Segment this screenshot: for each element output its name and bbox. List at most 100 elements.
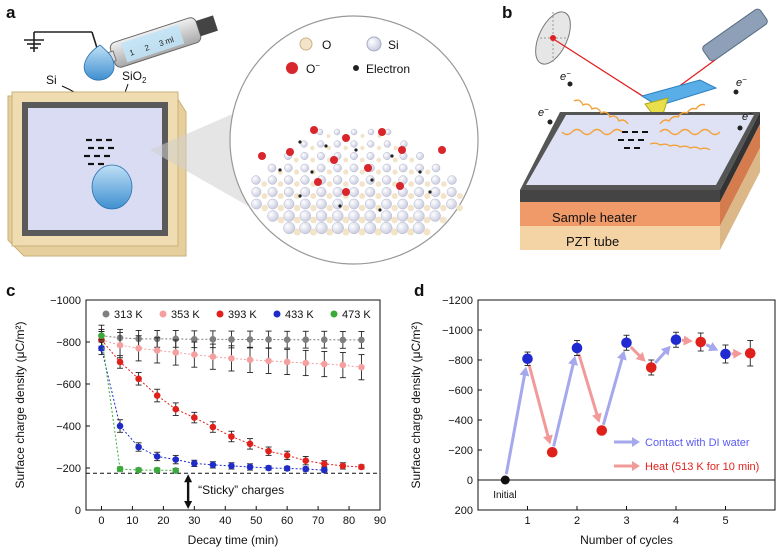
electron-label-3: e− bbox=[736, 75, 747, 89]
charge-marks-b bbox=[618, 131, 648, 149]
lattice-si-ball bbox=[349, 163, 359, 173]
chart-c-point bbox=[172, 335, 180, 343]
lattice-o-minus-ball bbox=[342, 188, 350, 196]
lattice-o-ball bbox=[358, 228, 366, 236]
chart-c-point bbox=[283, 336, 291, 343]
lattice-si-ball bbox=[283, 198, 295, 210]
lattice-o-ball bbox=[376, 157, 382, 163]
lattice-si-ball bbox=[364, 221, 377, 235]
lattice-o-ball bbox=[359, 157, 365, 163]
lattice-si-ball bbox=[350, 128, 358, 136]
lattice-o-ball bbox=[359, 181, 365, 187]
chart-d-point bbox=[571, 342, 583, 354]
chart-c-point bbox=[135, 466, 142, 474]
lattice-si-ball bbox=[431, 163, 441, 173]
chart-c-xtick-label: 20 bbox=[157, 515, 169, 527]
chart-d-arrowhead bbox=[733, 348, 743, 359]
chart-c-xtick-label: 10 bbox=[126, 515, 138, 527]
legend-electron-dot bbox=[353, 65, 359, 71]
lattice-si-ball bbox=[332, 210, 344, 222]
chart-d-arrow bbox=[552, 361, 576, 447]
lattice-si-ball bbox=[366, 152, 375, 160]
lattice-o-ball bbox=[309, 228, 318, 236]
chart-d-ytick-label: −400 bbox=[448, 415, 473, 427]
panel-a: a 1 2 3 ml Si SiO2 bbox=[6, 3, 479, 265]
lattice-o-ball bbox=[374, 216, 382, 224]
lattice-o-ball bbox=[423, 228, 431, 236]
legend-o-ball bbox=[299, 37, 313, 51]
chart-c-point bbox=[191, 351, 198, 358]
chart-d-point bbox=[546, 446, 558, 458]
chart-d-arrowhead bbox=[592, 412, 602, 423]
lattice-o-ball bbox=[343, 169, 349, 175]
lattice-o-minus-ball bbox=[330, 156, 338, 164]
chart-d-arrowhead bbox=[708, 342, 719, 352]
lattice-o-ball bbox=[391, 204, 398, 212]
syringe-mark-2: 2 bbox=[144, 43, 152, 53]
chart-c-legend-label: 433 K bbox=[285, 309, 314, 321]
lattice-si-ball bbox=[283, 210, 295, 222]
lattice-o-minus-ball bbox=[398, 146, 406, 154]
lattice-o-ball bbox=[440, 193, 447, 199]
lattice-o-ball bbox=[376, 145, 382, 151]
lattice-si-ball bbox=[299, 221, 312, 235]
lattice-electron-dot bbox=[338, 204, 342, 208]
chart-c-point bbox=[116, 358, 124, 366]
lattice-si-ball bbox=[350, 140, 358, 148]
lattice-si-ball bbox=[364, 210, 376, 222]
chart-c-xtick-label: 70 bbox=[312, 515, 324, 527]
lattice-si-ball bbox=[348, 210, 360, 222]
electron-label-4: e− bbox=[742, 109, 753, 123]
lattice-o-ball bbox=[326, 145, 332, 151]
charge-marks bbox=[84, 138, 114, 166]
chart-d-arrow bbox=[601, 355, 625, 426]
chart-c-point bbox=[135, 443, 142, 451]
lattice-o-ball bbox=[342, 228, 350, 236]
chart-d-point bbox=[645, 362, 657, 373]
lattice-o-ball bbox=[392, 169, 398, 175]
lattice-electron-dot bbox=[310, 170, 314, 174]
lattice-o-minus-ball bbox=[258, 152, 266, 160]
chart-c-point bbox=[116, 465, 124, 473]
lattice-si-ball bbox=[331, 221, 344, 235]
chart-c-point bbox=[172, 467, 180, 474]
lattice-o-ball bbox=[326, 204, 333, 212]
chart-c-xtick-label: 60 bbox=[281, 515, 293, 527]
syringe-icon: 1 2 3 ml bbox=[99, 15, 218, 68]
chart-d-xlabel: Number of cycles bbox=[580, 533, 673, 547]
lattice-si-ball bbox=[284, 163, 293, 173]
lattice-o-ball bbox=[456, 204, 463, 212]
lattice-o-ball bbox=[439, 216, 447, 224]
chart-c-point bbox=[98, 345, 105, 352]
chart-d-ytick-label: −1000 bbox=[442, 325, 473, 337]
chart-c-point bbox=[265, 336, 272, 343]
lattice-o-ball bbox=[310, 193, 317, 199]
lattice-si-ball bbox=[267, 198, 279, 210]
lattice-o-ball bbox=[408, 169, 414, 175]
chart-c-annotation: “Sticky” charges bbox=[198, 483, 284, 497]
legend-electron: Electron bbox=[366, 62, 410, 76]
lattice-si-ball bbox=[333, 128, 341, 136]
chart-c-ytick-label: 0 bbox=[75, 505, 81, 517]
lattice-si-ball bbox=[381, 187, 392, 197]
chart-c-fit-line bbox=[101, 339, 362, 368]
lattice-si-ball bbox=[267, 175, 277, 185]
chart-c-point bbox=[358, 336, 365, 344]
lattice-o-ball bbox=[358, 204, 366, 212]
lattice-o-ball bbox=[342, 204, 350, 212]
lattice-si-ball bbox=[412, 221, 425, 235]
lattice-si-ball bbox=[430, 187, 441, 197]
lattice-si-ball bbox=[396, 210, 409, 222]
chart-c-legend-marker bbox=[159, 310, 167, 318]
lattice-si-ball bbox=[332, 187, 343, 197]
panel-c: c −1000 −800 −600 −400 −200 0 0 10 20 30 40 50 60 70 8… bbox=[6, 281, 386, 547]
lattice-electron-dot bbox=[278, 168, 282, 172]
chart-c-point bbox=[153, 347, 161, 354]
lattice-si-ball bbox=[332, 198, 344, 210]
lattice-si-ball bbox=[283, 221, 296, 235]
lattice-si-ball bbox=[299, 210, 312, 222]
chart-c-legend-label: 353 K bbox=[171, 309, 200, 321]
lattice-si-ball bbox=[333, 163, 342, 173]
lattice-o-ball bbox=[294, 193, 300, 199]
chart-d-ytick-label: −200 bbox=[448, 445, 473, 457]
